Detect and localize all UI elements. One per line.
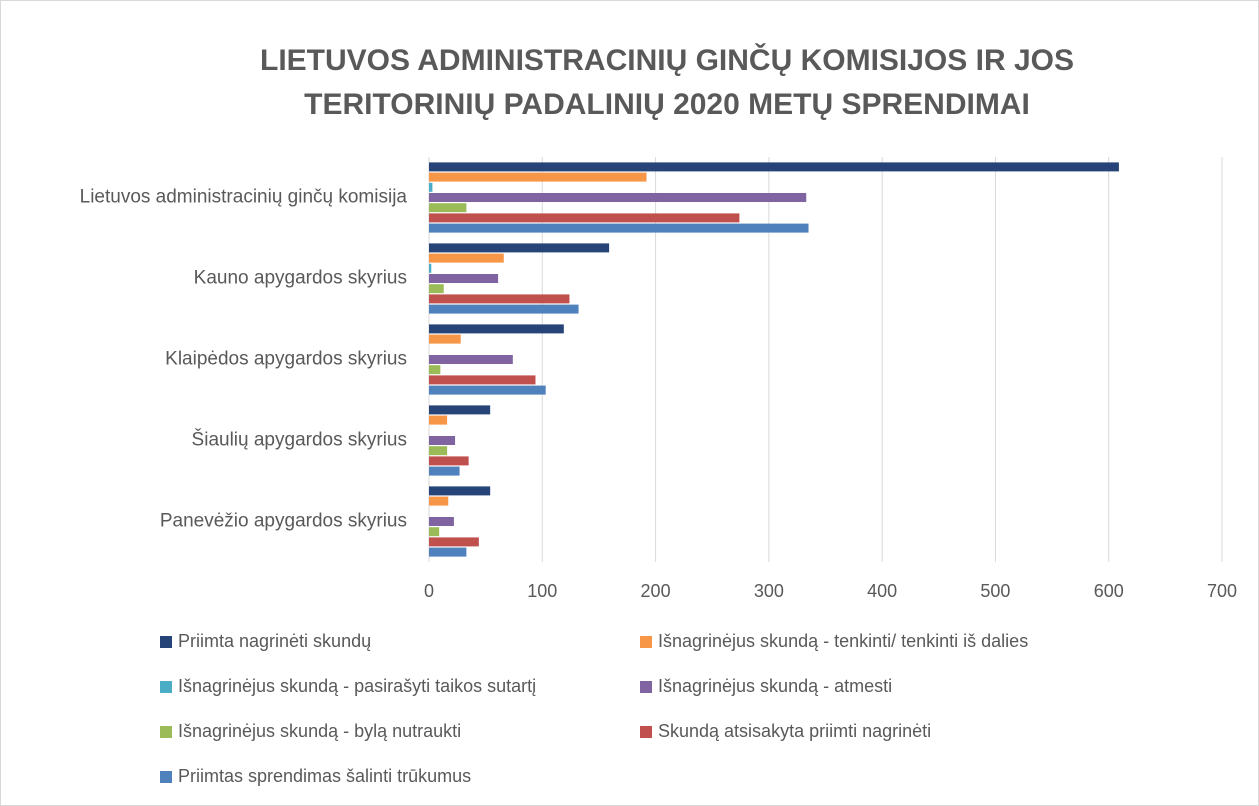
bar bbox=[429, 496, 449, 506]
bar bbox=[429, 436, 456, 445]
bar bbox=[429, 162, 1119, 172]
bar bbox=[429, 547, 467, 557]
x-tick-label: 700 bbox=[1207, 581, 1237, 601]
bar bbox=[429, 527, 440, 537]
chart-title: TERITORINIŲ PADALINIŲ 2020 METŲ SPRENDIM… bbox=[304, 88, 1030, 121]
legend-swatch bbox=[640, 726, 652, 738]
y-tick-label: Lietuvos administracinių ginčų komisija bbox=[80, 187, 408, 208]
bar bbox=[429, 334, 461, 344]
legend-swatch bbox=[160, 636, 172, 648]
bar bbox=[429, 243, 610, 253]
bar bbox=[429, 355, 513, 364]
y-tick-label: Panevėžio apygardos skyrius bbox=[160, 511, 407, 532]
bar bbox=[429, 223, 809, 233]
legend-label: Išnagrinėjus skundą - bylą nutraukti bbox=[178, 721, 461, 741]
x-tick-label: 300 bbox=[754, 581, 784, 601]
legend-label: Priimtas sprendimas šalinti trūkumus bbox=[178, 766, 471, 786]
legend-swatch bbox=[160, 726, 172, 738]
bar bbox=[429, 517, 454, 526]
chart-title: LIETUVOS ADMINISTRACINIŲ GINČŲ KOMISIJOS… bbox=[260, 43, 1074, 77]
legend-label: Išnagrinėjus skundą - tenkinti/ tenkinti… bbox=[658, 631, 1028, 651]
legend-swatch bbox=[160, 771, 172, 783]
bar bbox=[429, 446, 448, 456]
bar bbox=[429, 294, 570, 304]
legend-swatch bbox=[160, 681, 172, 693]
bar bbox=[429, 213, 740, 223]
legend-label: Skundą atsisakyta priimti nagrinėti bbox=[658, 721, 931, 741]
legend-label: Išnagrinėjus skundą - pasirašyti taikos … bbox=[178, 676, 536, 696]
x-tick-label: 200 bbox=[641, 581, 671, 601]
legend-swatch bbox=[640, 681, 652, 693]
x-tick-label: 600 bbox=[1094, 581, 1124, 601]
bar bbox=[429, 405, 491, 415]
x-tick-label: 0 bbox=[424, 581, 434, 601]
bar bbox=[429, 284, 444, 294]
bar bbox=[429, 193, 807, 202]
y-tick-label: Klaipėdos apygardos skyrius bbox=[165, 349, 407, 370]
bar bbox=[429, 203, 467, 213]
legend-label: Priimta nagrinėti skundų bbox=[178, 631, 371, 651]
x-tick-label: 100 bbox=[527, 581, 557, 601]
x-tick-label: 400 bbox=[867, 581, 897, 601]
bar bbox=[429, 415, 448, 425]
bar bbox=[429, 537, 479, 547]
bar bbox=[429, 466, 460, 476]
bar bbox=[429, 172, 647, 182]
bar bbox=[429, 274, 499, 283]
y-tick-label: Kauno apygardos skyrius bbox=[194, 268, 407, 289]
bar bbox=[429, 486, 491, 496]
bar bbox=[429, 385, 546, 395]
bar bbox=[429, 324, 564, 334]
bar bbox=[429, 365, 441, 375]
legend-label: Išnagrinėjus skundą - atmesti bbox=[658, 676, 892, 696]
y-tick-label: Šiaulių apygardos skyrius bbox=[192, 429, 407, 451]
bar bbox=[429, 375, 536, 385]
bar bbox=[429, 456, 469, 466]
legend-swatch bbox=[640, 636, 652, 648]
bar bbox=[429, 182, 433, 192]
bar bbox=[429, 304, 579, 314]
bar bbox=[429, 263, 432, 273]
bar bbox=[429, 253, 504, 263]
x-tick-label: 500 bbox=[980, 581, 1010, 601]
